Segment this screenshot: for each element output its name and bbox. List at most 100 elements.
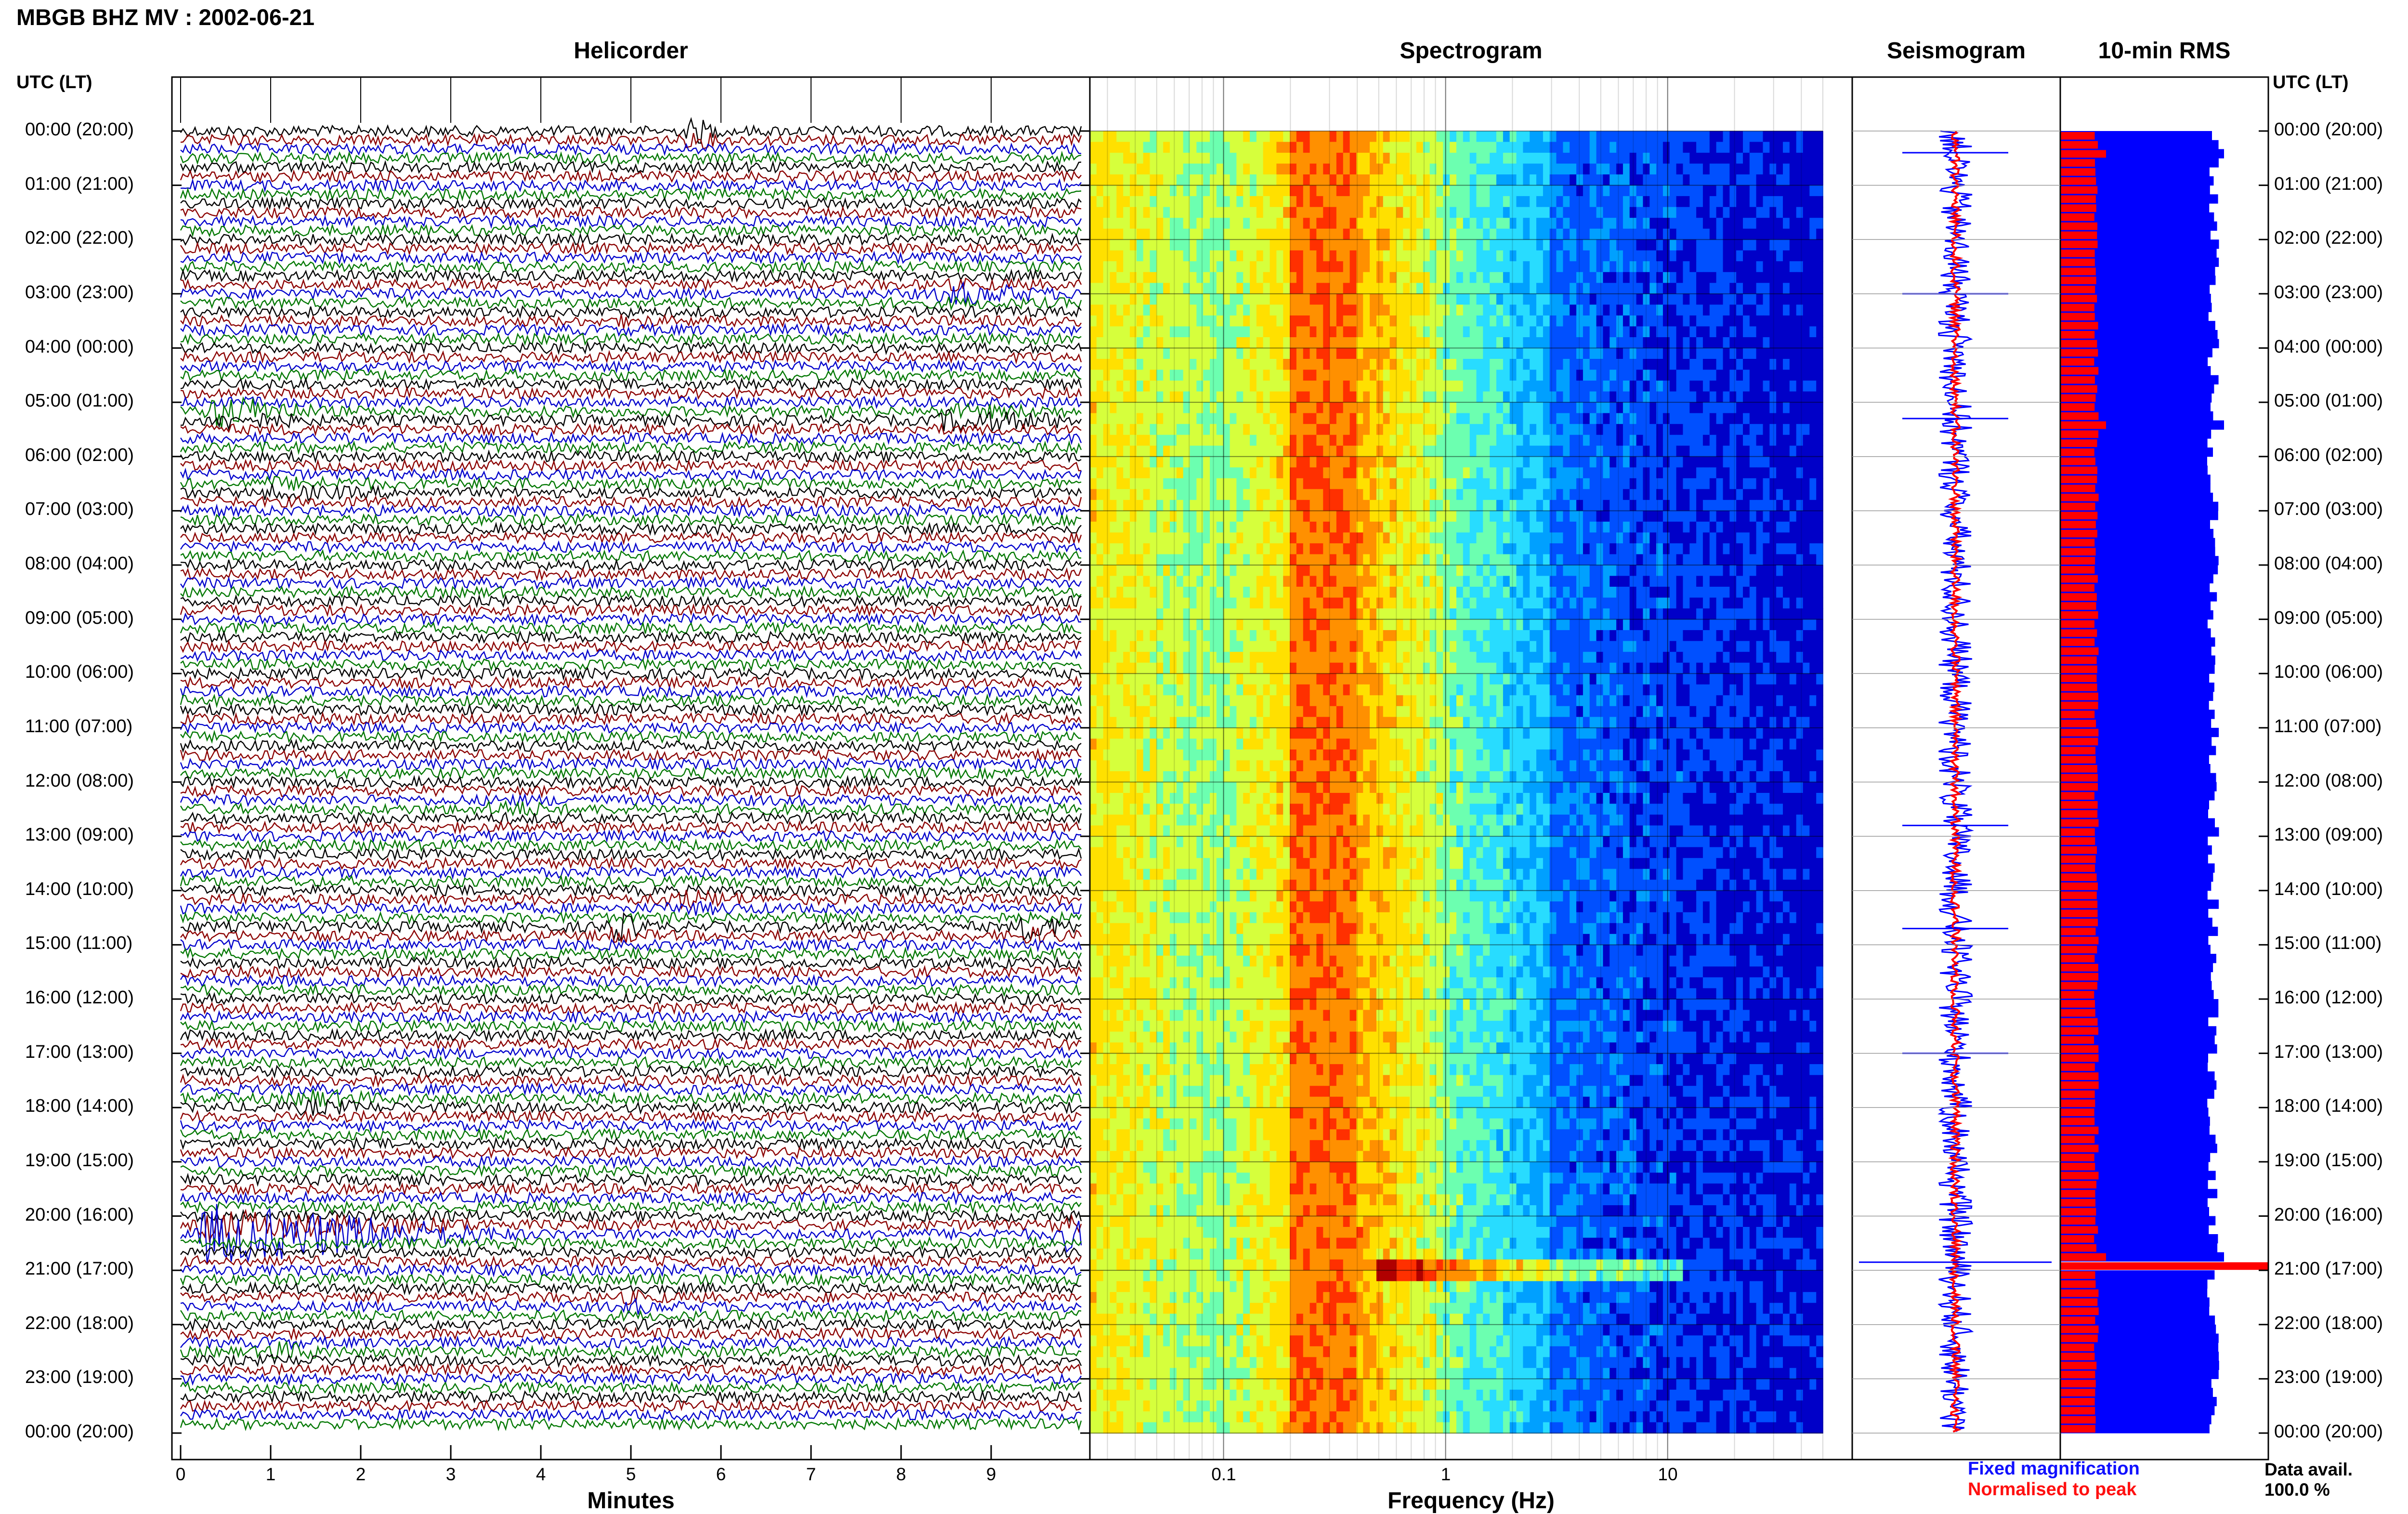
spectrogram-cell [1250, 500, 1257, 512]
spectrogram-cell [1303, 283, 1310, 294]
spectrogram-cell [1250, 239, 1257, 251]
spectrogram-cell [1410, 142, 1417, 153]
spectrogram-cell [1450, 348, 1457, 359]
spectrogram-cell [1263, 174, 1270, 186]
spectrogram-cell [1456, 196, 1464, 208]
spectrogram-cell [1523, 293, 1530, 305]
spectrogram-cell [1676, 174, 1684, 186]
spectrogram-cell [1616, 543, 1623, 555]
spectrogram-cell [1789, 293, 1797, 305]
spectrogram-cell [1683, 521, 1690, 533]
spectrogram-cell [1789, 359, 1797, 370]
spectrogram-cell [1423, 456, 1430, 468]
spectrogram-cell [1656, 261, 1663, 273]
spectrogram-cell [1736, 521, 1743, 533]
spectrogram-cell [1576, 131, 1584, 143]
helicorder-trace-line [180, 603, 1082, 618]
spectrogram-cell [1123, 218, 1130, 229]
spectrogram-cell [1123, 315, 1130, 327]
spectrogram-cell [1523, 511, 1530, 522]
spectrogram-cell [1803, 272, 1810, 284]
spectrogram-cell [1276, 424, 1283, 435]
spectrogram-cell [1383, 131, 1390, 143]
spectrogram-cell [1290, 174, 1297, 186]
spectrogram-cell [1170, 521, 1177, 533]
spectrogram-cell [1423, 207, 1430, 218]
spectrogram-cell [1509, 163, 1517, 175]
spectrogram-cell [1110, 153, 1117, 164]
spectrogram-cell [1509, 511, 1517, 522]
spectrogram-cell [1383, 565, 1390, 577]
spectrogram-cell [1150, 250, 1157, 262]
spectrogram-cell [1490, 456, 1497, 468]
spectrogram-cell [1796, 587, 1804, 598]
spectrogram-cell [1789, 369, 1797, 381]
spectrogram-cell [1256, 500, 1264, 512]
spectrogram-cell [1323, 543, 1330, 555]
spectrogram-cell [1276, 196, 1283, 208]
spectrogram-cell [1330, 174, 1337, 186]
spectrogram-cell [1530, 261, 1537, 273]
spectrogram-cell [1516, 565, 1524, 577]
spectrogram-cell [1503, 597, 1510, 609]
spectrogram-cell [1669, 142, 1677, 153]
spectrogram-cell [1702, 218, 1710, 229]
spectrogram-cell [1723, 228, 1730, 240]
spectrogram-cell [1323, 359, 1330, 370]
spectrogram-cell [1530, 576, 1537, 587]
spectrogram-cell [1349, 207, 1357, 218]
spectrogram-cell [1130, 337, 1137, 349]
spectrogram-cell [1196, 521, 1204, 533]
spectrogram-cell [1536, 402, 1544, 414]
spectrogram-cell [1629, 283, 1637, 294]
spectrogram-cell [1596, 293, 1604, 305]
spectrogram-cell [1629, 381, 1637, 392]
spectrogram-cell [1363, 381, 1370, 392]
spectrogram-cell [1490, 587, 1497, 598]
spectrogram-cell [1503, 587, 1510, 598]
spectrogram-cell [1450, 597, 1457, 609]
spectrogram-cell [1616, 326, 1623, 338]
spectrogram-cell [1269, 565, 1277, 577]
spectrogram-cell [1769, 554, 1777, 566]
spectrogram-cell [1716, 543, 1724, 555]
spectrogram-cell [1483, 467, 1490, 479]
spectrogram-cell [1123, 434, 1130, 446]
spectrogram-cell [1203, 293, 1210, 305]
spectrogram-cell [1110, 142, 1117, 153]
spectrogram-cell [1696, 250, 1703, 262]
spectrogram-cell [1469, 348, 1477, 359]
spectrogram-cell [1490, 142, 1497, 153]
spectrogram-cell [1530, 413, 1537, 424]
spectrogram-cell [1216, 543, 1224, 555]
spectrogram-cell [1662, 391, 1670, 403]
spectrogram-cell [1110, 434, 1117, 446]
spectrogram-cell [1809, 153, 1817, 164]
spectrogram-cell [1676, 185, 1684, 197]
spectrogram-cell [1490, 283, 1497, 294]
spectrogram-cell [1523, 153, 1530, 164]
spectrogram-cell [1243, 467, 1250, 479]
spectrogram-cell [1616, 446, 1623, 457]
spectrogram-cell [1783, 478, 1790, 490]
spectrogram-cell [1356, 293, 1364, 305]
spectrogram-cell [1563, 446, 1570, 457]
spectrogram-cell [1783, 250, 1790, 262]
spectrogram-cell [1543, 239, 1550, 251]
spectrogram-cell [1203, 565, 1210, 577]
spectrogram-cell [1269, 554, 1277, 566]
spectrogram-cell [1143, 521, 1151, 533]
spectrogram-cell [1383, 185, 1390, 197]
spectrogram-cell [1450, 413, 1457, 424]
spectrogram-cell [1370, 587, 1377, 598]
spectrogram-cell [1376, 239, 1384, 251]
spectrogram-cell [1303, 456, 1310, 468]
spectrogram-cell [1130, 597, 1137, 609]
spectrogram-cell [1090, 250, 1097, 262]
spectrogram-cell [1536, 434, 1544, 446]
spectrogram-cell [1736, 467, 1743, 479]
spectrogram-cell [1803, 467, 1810, 479]
spectrogram-cell [1096, 207, 1104, 218]
spectrogram-cell [1130, 142, 1137, 153]
spectrogram-cell [1283, 326, 1290, 338]
